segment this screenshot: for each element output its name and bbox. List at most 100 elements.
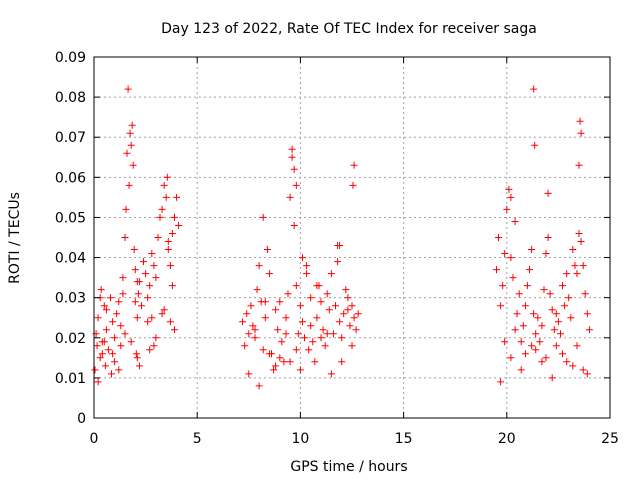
data-point xyxy=(127,338,135,346)
data-point xyxy=(142,270,150,278)
data-point xyxy=(507,193,515,201)
data-point xyxy=(96,354,104,362)
data-point xyxy=(565,294,573,302)
data-point xyxy=(247,302,255,310)
data-point xyxy=(317,334,325,342)
data-point xyxy=(168,230,176,237)
data-point xyxy=(166,318,174,326)
data-point xyxy=(534,314,542,322)
data-point xyxy=(515,290,523,298)
data-point xyxy=(517,366,525,374)
data-point xyxy=(528,342,536,350)
data-point xyxy=(150,262,158,270)
data-point xyxy=(554,318,562,326)
data-point xyxy=(162,193,170,201)
data-point xyxy=(115,366,123,374)
data-point xyxy=(567,314,575,322)
data-point xyxy=(119,274,127,282)
x-tick-label: 25 xyxy=(601,431,619,447)
data-point xyxy=(334,258,342,266)
y-tick-label: 0.06 xyxy=(55,170,86,186)
data-point xyxy=(338,358,346,366)
data-point xyxy=(288,145,296,153)
data-point xyxy=(569,362,577,370)
data-point xyxy=(532,330,540,338)
data-point xyxy=(108,370,115,378)
data-point xyxy=(280,358,288,366)
data-point xyxy=(521,350,529,358)
data-point xyxy=(503,205,511,213)
data-point xyxy=(261,298,269,306)
data-point xyxy=(164,246,172,253)
grid xyxy=(94,57,610,418)
data-point xyxy=(329,330,337,338)
data-point xyxy=(530,310,538,318)
data-point xyxy=(133,314,141,322)
data-point xyxy=(559,350,566,358)
axis-ticks: 0 0.01 0.02 0.03 0.04 0.05 0.06 0.07 0.08 0.09 0 5 1… xyxy=(55,50,619,447)
data-point xyxy=(125,181,133,189)
data-point xyxy=(354,310,362,318)
y-tick-label: 0 xyxy=(77,411,86,427)
data-point xyxy=(583,310,591,318)
y-tick-label: 0.05 xyxy=(55,210,86,226)
plot-frame xyxy=(93,56,611,419)
data-point xyxy=(163,173,171,181)
data-point xyxy=(152,334,160,342)
data-point xyxy=(171,326,178,334)
data-point xyxy=(296,366,304,374)
data-point xyxy=(127,141,135,149)
data-point xyxy=(552,310,560,318)
data-point xyxy=(164,238,172,245)
data-point xyxy=(168,282,176,290)
data-point xyxy=(501,338,509,346)
data-point xyxy=(160,181,168,189)
data-point xyxy=(158,310,166,318)
data-point xyxy=(350,314,358,322)
data-point xyxy=(505,185,513,193)
data-point xyxy=(538,358,546,366)
data-point xyxy=(272,362,280,370)
data-point xyxy=(346,322,354,330)
data-point xyxy=(336,242,344,249)
data-point xyxy=(307,294,315,302)
data-point xyxy=(542,354,550,362)
data-point xyxy=(259,213,267,221)
data-point xyxy=(148,250,156,257)
data-point xyxy=(241,342,249,350)
data-point xyxy=(583,370,591,378)
data-point xyxy=(348,302,356,310)
data-point xyxy=(542,250,550,257)
data-point xyxy=(109,350,117,358)
data-point xyxy=(243,310,251,318)
data-point xyxy=(585,326,593,334)
data-point xyxy=(265,270,273,278)
data-point xyxy=(493,266,500,274)
data-point xyxy=(561,302,569,310)
data-point xyxy=(126,129,134,137)
data-point xyxy=(175,222,183,229)
data-point xyxy=(109,318,117,326)
data-point xyxy=(100,338,108,346)
data-point xyxy=(144,294,152,302)
data-point xyxy=(526,266,533,274)
data-point xyxy=(115,298,123,306)
y-tick-label: 0.08 xyxy=(55,90,86,106)
data-point xyxy=(94,378,102,386)
data-point xyxy=(548,306,556,314)
data-point xyxy=(317,298,325,306)
data-point xyxy=(101,362,109,370)
data-point xyxy=(117,322,125,330)
data-point xyxy=(134,290,142,298)
data-point xyxy=(563,358,571,366)
y-tick-label: 0.07 xyxy=(55,130,86,146)
data-point xyxy=(576,117,584,125)
data-point xyxy=(303,262,311,270)
data-point xyxy=(97,286,105,294)
y-tick-label: 0.01 xyxy=(55,371,86,387)
data-point xyxy=(581,290,589,298)
data-point xyxy=(544,234,552,241)
data-point xyxy=(239,318,247,326)
data-point xyxy=(107,294,114,302)
